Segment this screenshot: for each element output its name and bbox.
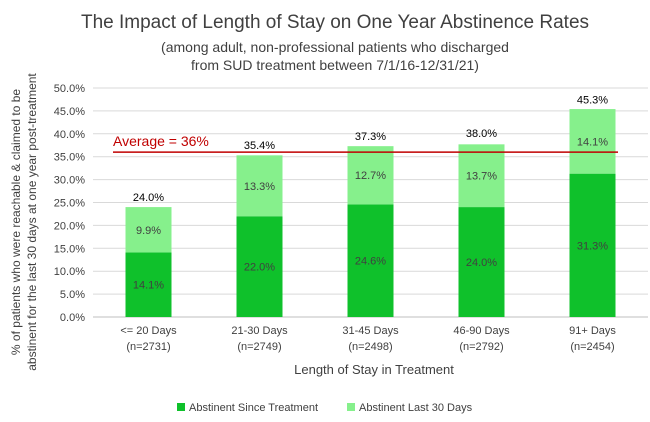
- bars: 14.1% 9.9% 24.0% 22.0% 13.3% 35.4% 24.6% 12.7% 3…: [125, 95, 616, 317]
- y-axis-title-line-1: % of patients who were reachable & claim…: [9, 89, 23, 355]
- y-axis-title: % of patients who were reachable & claim…: [9, 73, 39, 371]
- bar-segment-last-30-days: [347, 146, 394, 205]
- y-tick-label: 50.0%: [54, 83, 85, 95]
- y-tick-label: 35.0%: [54, 152, 85, 164]
- bar-segment-since-treatment: [458, 207, 505, 317]
- x-tick-count: (n=2498): [348, 341, 392, 353]
- bar-segment-label: 12.7%: [355, 170, 386, 182]
- y-axis-ticks: 0.0% 5.0% 10.0% 15.0% 20.0% 25.0% 30.0% 35.0% 40…: [54, 83, 85, 324]
- bar-segment-last-30-days: [569, 109, 616, 174]
- y-tick-label: 25.0%: [54, 198, 85, 210]
- y-tick-label: 5.0%: [60, 289, 85, 301]
- legend-swatch: [177, 403, 185, 411]
- bar-segment-label: 24.6%: [355, 256, 386, 268]
- y-tick-label: 0.0%: [60, 312, 85, 324]
- bar-segment-last-30-days: [458, 144, 505, 208]
- x-axis-ticks: <= 20 Days (n=2731) 21-30 Days (n=2749) 31-4…: [120, 325, 616, 353]
- y-axis-title-line-2: abstinent for the last 30 days at one ye…: [25, 73, 39, 371]
- bar-segment-since-treatment: [236, 216, 283, 317]
- bar-segment-label: 24.0%: [466, 257, 497, 269]
- y-tick-label: 40.0%: [54, 129, 85, 141]
- y-tick-label: 20.0%: [54, 220, 85, 232]
- average-reference: Average = 36%: [113, 133, 618, 153]
- legend-swatch: [347, 403, 355, 411]
- bar-segment-label: 14.1%: [577, 136, 608, 148]
- bar-segment-label: 13.7%: [466, 171, 497, 183]
- x-tick-label: 31-45 Days: [342, 325, 399, 337]
- bar-segment-label: 31.3%: [577, 240, 608, 252]
- bar-segment-label: 9.9%: [136, 225, 161, 237]
- bar-segment-last-30-days: [125, 207, 172, 253]
- x-tick-count: (n=2792): [459, 341, 503, 353]
- bar-segment-since-treatment: [569, 173, 616, 317]
- bar-segment-label: 14.1%: [133, 280, 164, 292]
- y-tick-label: 15.0%: [54, 243, 85, 255]
- x-tick-count: (n=2731): [126, 341, 170, 353]
- x-tick-count: (n=2749): [237, 341, 281, 353]
- chart-subtitle-line-2: from SUD treatment between 7/1/16-12/31/…: [191, 57, 479, 73]
- x-tick-label: <= 20 Days: [120, 325, 177, 337]
- bar-segment-label: 13.3%: [244, 181, 275, 193]
- bar-total-label: 35.4%: [244, 140, 275, 152]
- chart-subtitle-line-1: (among adult, non-professional patients …: [161, 39, 509, 55]
- x-tick-label: 21-30 Days: [231, 325, 288, 337]
- bar-segment-since-treatment: [125, 252, 172, 317]
- bar-segment-since-treatment: [347, 204, 394, 317]
- x-tick-count: (n=2454): [570, 341, 614, 353]
- legend: Abstinent Since Treatment Abstinent Last …: [177, 402, 473, 414]
- y-tick-label: 10.0%: [54, 266, 85, 278]
- bar-total-label: 37.3%: [355, 131, 386, 143]
- bar-total-label: 38.0%: [466, 128, 497, 140]
- x-axis-title: Length of Stay in Treatment: [294, 362, 454, 377]
- x-tick-label: 91+ Days: [569, 325, 616, 337]
- y-tick-label: 45.0%: [54, 106, 85, 118]
- bar-segment-last-30-days: [236, 155, 283, 217]
- legend-label: Abstinent Last 30 Days: [359, 402, 473, 414]
- x-tick-label: 46-90 Days: [453, 325, 510, 337]
- bar-total-label: 24.0%: [133, 192, 164, 204]
- bar-total-label: 45.3%: [577, 95, 608, 107]
- y-tick-label: 30.0%: [54, 175, 85, 187]
- average-label: Average = 36%: [113, 133, 209, 149]
- bar-segment-label: 22.0%: [244, 262, 275, 274]
- chart-title: The Impact of Length of Stay on One Year…: [81, 12, 589, 33]
- legend-label: Abstinent Since Treatment: [189, 402, 318, 414]
